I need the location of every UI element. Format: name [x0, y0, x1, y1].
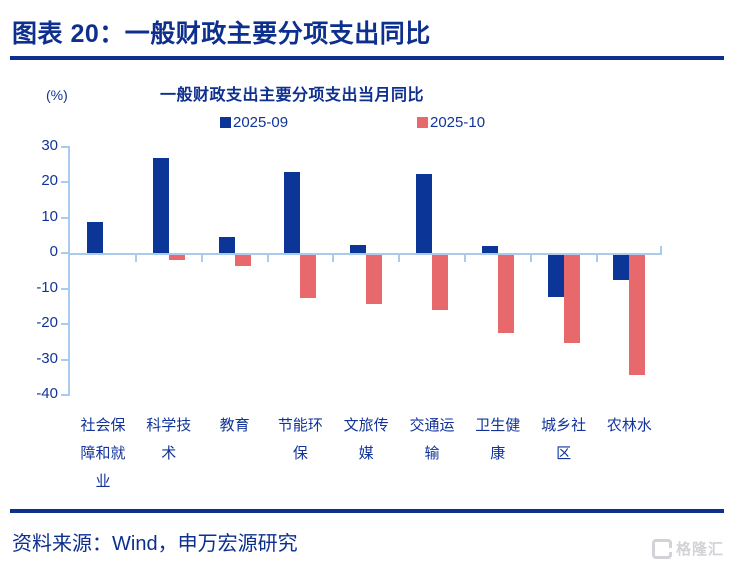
legend-label-2025-10: 2025-10 [430, 114, 486, 131]
y-axis-line [68, 145, 70, 396]
bar-2025-10 [432, 255, 448, 311]
bar-2025-10 [563, 255, 580, 344]
x-axis-tick [529, 255, 532, 262]
x-axis-label: 社会保障和就业 [80, 417, 126, 490]
y-axis-label: 20 [41, 172, 58, 189]
y-axis-label: -10 [36, 278, 58, 296]
y-axis-label: 10 [41, 207, 58, 225]
y-axis-tick [61, 323, 68, 325]
gelonghui-logo-text: 格隆汇 [676, 541, 725, 558]
gelonghui-logo-icon [652, 538, 672, 559]
y-axis-tick [61, 145, 68, 148]
bar-2025-09 [481, 246, 498, 253]
bar-2025-09 [152, 157, 169, 253]
legend-item-2025-10: 2025-10 [417, 114, 485, 131]
x-axis-label: 教育 [219, 417, 250, 434]
bar-2025-09 [613, 255, 630, 281]
footer-divider [10, 509, 724, 513]
x-axis-tick [134, 255, 137, 262]
bar-2025-09 [284, 172, 301, 253]
bar-2025-10 [168, 255, 185, 260]
legend: 2025-09 2025-10 [0, 114, 732, 134]
legend-swatch-2025-10 [417, 117, 428, 128]
source-note: 资料来源：Wind，申万宏源研究 [12, 533, 298, 555]
x-axis-tick [200, 255, 203, 262]
zero-line [70, 253, 662, 255]
bar-2025-10 [629, 255, 646, 375]
bar-2025-09 [350, 245, 367, 253]
x-axis-tick [332, 255, 335, 262]
x-axis-label: 城乡社区 [541, 417, 587, 462]
y-axis-unit-label: (%) [46, 87, 68, 103]
bar-2025-09 [87, 221, 103, 253]
legend-label-2025-09: 2025-09 [233, 114, 289, 131]
y-axis-tick [61, 181, 68, 183]
bar-2025-09 [218, 237, 235, 253]
x-axis-label: 卫生健康 [475, 417, 521, 462]
y-axis-tick [61, 394, 68, 396]
bar-2025-10 [300, 255, 317, 299]
x-axis-label: 节能环保 [277, 417, 323, 462]
x-axis-tick [398, 255, 401, 262]
x-axis-tick [595, 255, 598, 262]
y-axis-tick [61, 358, 68, 361]
y-axis-tick [61, 216, 68, 219]
y-axis-label: -40 [36, 385, 58, 402]
title-underline [10, 56, 724, 60]
figure-title: 图表 20：一般财政主要分项支出同比 [12, 20, 431, 48]
bar-2025-10 [497, 255, 514, 334]
y-axis-tick [61, 252, 68, 254]
legend-swatch-2025-09 [220, 117, 231, 128]
bar-2025-09 [416, 173, 432, 253]
x-axis-label: 农林水 [606, 417, 652, 434]
gelonghui-watermark: 格隆汇 [652, 538, 724, 559]
y-axis-tick [61, 287, 68, 290]
x-axis-tick [266, 255, 269, 262]
x-axis-tick [463, 255, 466, 262]
y-axis-label: -30 [36, 349, 58, 367]
plot-area: 30 20 10 0 -10 -20 -30 -40 社会保障和就业 科学技术 教育 节能环保 文旅传媒… [20, 136, 710, 505]
x-axis-label: 科学技术 [146, 417, 192, 462]
bar-2025-10 [366, 255, 383, 304]
legend-item-2025-09: 2025-09 [220, 114, 288, 131]
chart-title: 一般财政支出主要分项支出当月同比 [160, 87, 425, 104]
y-axis-label: 0 [49, 243, 58, 260]
y-axis-label: 30 [41, 136, 58, 154]
bar-2025-09 [547, 255, 564, 298]
x-axis-label: 文旅传媒 [343, 417, 389, 462]
x-axis-label: 交通运输 [409, 417, 455, 462]
x-axis-end-tick [660, 246, 662, 253]
bar-2025-10 [234, 255, 251, 267]
y-axis-label: -20 [36, 314, 58, 331]
